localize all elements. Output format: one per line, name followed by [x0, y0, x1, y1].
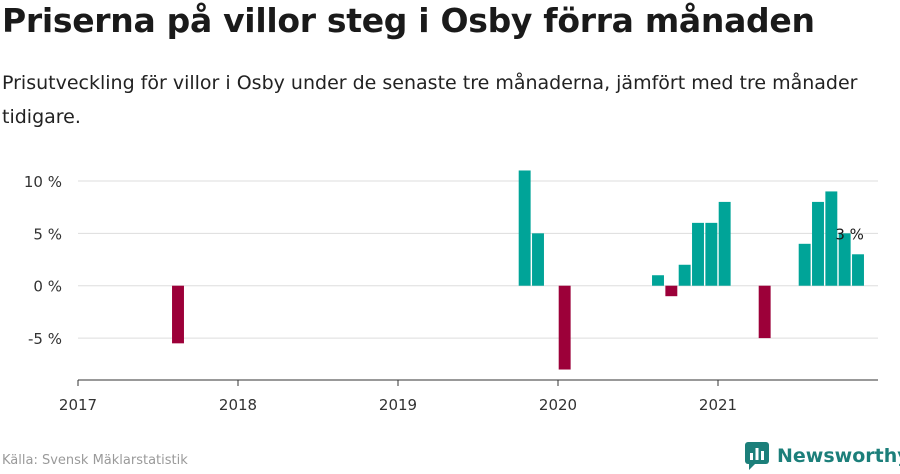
chart-subtitle: Prisutveckling för villor i Osby under d…	[2, 72, 858, 128]
data-label: 3 %	[835, 225, 864, 243]
bar	[692, 222, 704, 286]
bar	[652, 275, 664, 286]
y-tick-label: 0 %	[33, 278, 62, 296]
bar	[518, 170, 531, 286]
newsworthy-logo-icon	[745, 442, 769, 470]
x-tick-label: 2017	[59, 396, 97, 414]
bar	[172, 285, 184, 344]
bar	[705, 222, 718, 286]
bar	[825, 191, 838, 286]
bar	[532, 233, 544, 286]
bar	[718, 201, 731, 286]
source-note: Källa: Svensk Mäklarstatistik	[2, 453, 188, 468]
x-tick-label: 2021	[699, 396, 737, 414]
bar	[812, 201, 824, 286]
x-tick-label: 2019	[379, 396, 417, 414]
x-tick-label: 2020	[539, 396, 577, 414]
bar	[852, 254, 864, 286]
chart-title: Priserna på villor steg i Osby förra mån…	[2, 1, 815, 40]
x-tick-label: 2018	[219, 396, 257, 414]
bar	[678, 264, 691, 286]
brand-name: Newsworthy	[777, 445, 900, 467]
bar	[558, 285, 571, 370]
bar	[758, 285, 771, 339]
y-tick-label: 5 %	[33, 225, 62, 243]
y-tick-label: -5 %	[28, 330, 62, 348]
y-tick-label: 10 %	[24, 173, 62, 191]
bar	[665, 285, 678, 297]
bar	[798, 243, 811, 286]
bar	[838, 233, 851, 286]
brand-logo[interactable]: Newsworthy	[745, 441, 900, 471]
